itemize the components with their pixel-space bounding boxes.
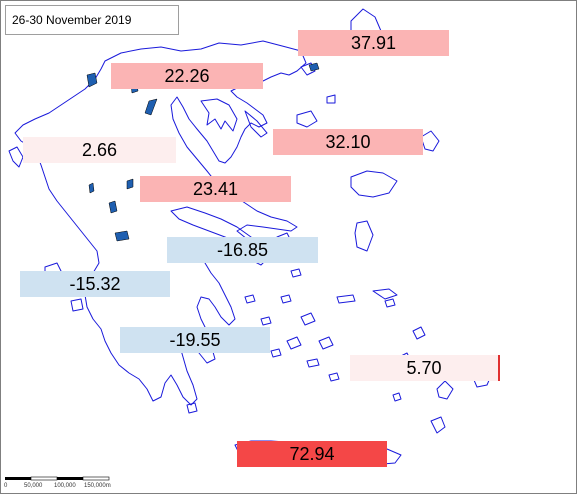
label-central-greece: -16.85 [167, 237, 318, 263]
value-north-aegean: 32.10 [325, 132, 371, 152]
label-western-greece: -15.32 [20, 271, 170, 297]
scale-bar-graphic [5, 476, 110, 481]
label-peloponnese: -19.55 [120, 327, 270, 353]
value-crete: 72.94 [289, 444, 335, 464]
scale-bar: 0 50,000 100,000 150,000m [3, 475, 115, 493]
value-epirus: 2.66 [81, 140, 118, 160]
value-central-greece: -16.85 [216, 240, 269, 260]
label-thessaly: 23.41 [140, 176, 291, 202]
label-central-macedonia: 22.26 [111, 63, 263, 89]
scale-tick-1: 50,000 [24, 483, 43, 489]
value-east-macedonia-thrace: 37.91 [350, 33, 397, 53]
value-thessaly: 23.41 [192, 179, 239, 199]
scale-tick-2: 100,000 [54, 483, 76, 489]
label-south-aegean: 5.70 [350, 355, 500, 381]
scale-tick-3: 150,000m [84, 483, 111, 489]
lake-kremasta [108, 200, 118, 214]
date-range-text: 26-30 November 2019 [12, 13, 132, 27]
lake-prespa [86, 72, 98, 88]
value-central-macedonia: 22.26 [164, 66, 210, 86]
value-south-aegean: 5.70 [406, 358, 442, 378]
scale-tick-0: 0 [4, 483, 8, 489]
label-north-aegean: 32.10 [273, 129, 423, 155]
date-range-box: 26-30 November 2019 [5, 5, 179, 35]
value-peloponnese: -19.55 [169, 330, 221, 350]
label-east-macedonia-thrace: 37.91 [298, 30, 449, 56]
lake-ioannina [88, 182, 95, 194]
label-epirus: 2.66 [23, 137, 176, 163]
value-western-greece: -15.32 [69, 274, 121, 294]
label-crete: 72.94 [237, 441, 387, 467]
lake-trichonida [114, 230, 130, 242]
